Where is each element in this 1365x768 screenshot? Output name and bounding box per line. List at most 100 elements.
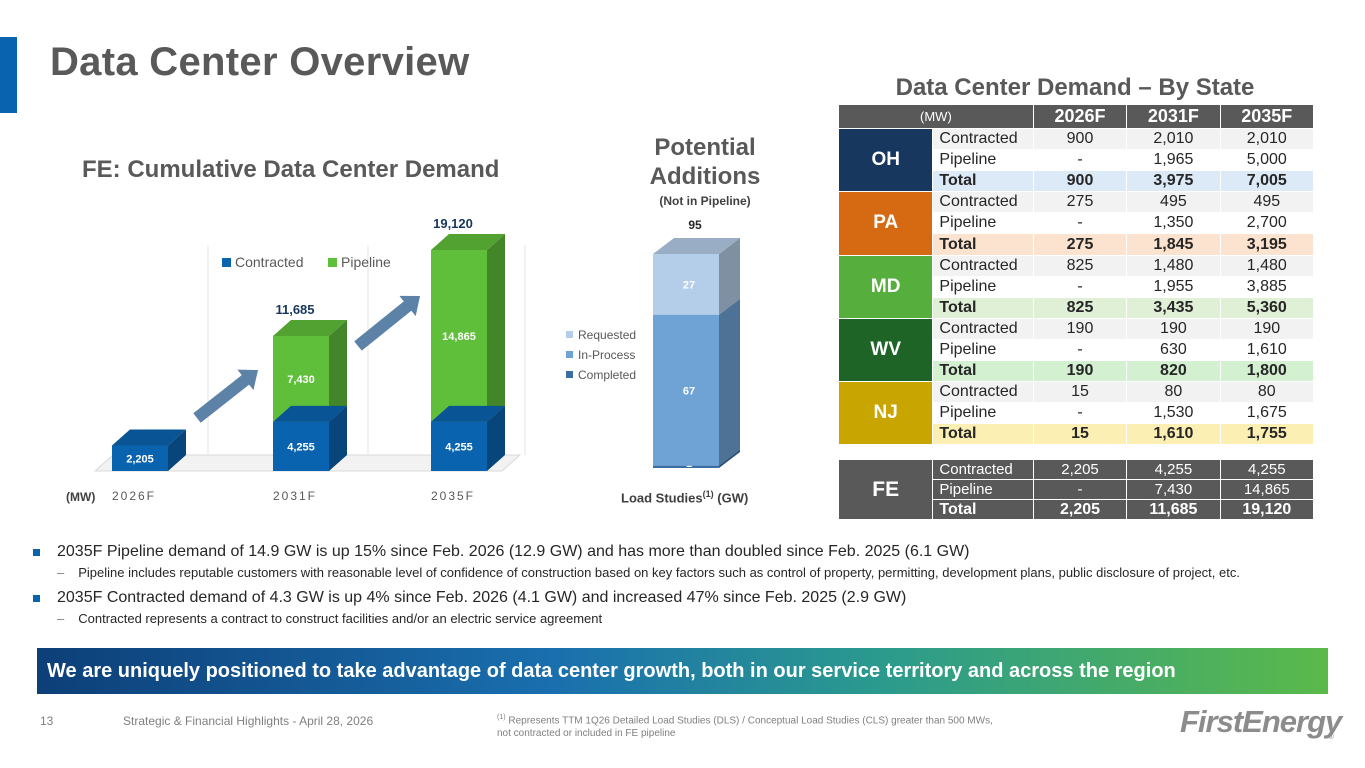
table-cell: 2,010 xyxy=(1126,127,1221,151)
row-label: Total xyxy=(932,360,1034,383)
growth-arrow-icon xyxy=(354,295,421,351)
bullet-item: 2035F Contracted demand of 4.3 GW is up … xyxy=(33,589,1353,607)
x-tick-label: 2031F xyxy=(273,489,317,503)
bar-contracted-top xyxy=(112,429,186,446)
table-row: Total 275 1,845 3,195 xyxy=(839,233,1315,256)
growth-arrow-icon xyxy=(193,369,258,423)
legend-swatch xyxy=(566,351,573,358)
state-demand-table: (MW) 2026F 2031F 2035F OH Contracted 900 2,… xyxy=(837,104,1315,446)
table-cell: 19,120 xyxy=(1219,499,1315,520)
legend-label-contracted: Contracted xyxy=(235,254,303,270)
table-cell: 825 xyxy=(1032,296,1128,319)
total-label: 11,685 xyxy=(275,302,314,317)
table-row: Pipeline -7,430 14,865 xyxy=(839,479,1315,500)
bar-segment-in-process-side xyxy=(719,298,740,466)
legend-label: In-Process xyxy=(578,348,635,362)
row-label: Contracted xyxy=(932,254,1034,277)
table-cell: 2,205 xyxy=(1032,459,1128,480)
legend-label: Requested xyxy=(578,328,636,342)
bar-pipeline xyxy=(431,234,505,422)
table-row: Pipeline -1,965 5,000 xyxy=(839,149,1315,172)
table-cell: - xyxy=(1032,212,1128,235)
state-label-pa: PA xyxy=(837,191,934,256)
footer-text: Strategic & Financial Highlights - April… xyxy=(123,714,374,728)
table-cell: 1,755 xyxy=(1219,423,1315,446)
table-cell: 1,480 xyxy=(1126,254,1221,277)
row-label: Contracted xyxy=(932,317,1034,340)
table-cell: 1,530 xyxy=(1126,402,1221,425)
row-label: Total xyxy=(932,423,1034,446)
x-tick-label: 2035F xyxy=(431,489,475,503)
bar-contracted-front xyxy=(112,445,168,471)
legend-label-pipeline: Pipeline xyxy=(341,254,391,270)
table-cell: 900 xyxy=(1032,170,1128,193)
table-cell: 820 xyxy=(1126,360,1221,383)
table-cell: 1,845 xyxy=(1126,233,1221,256)
table-row: NJ Contracted 15 80 80 xyxy=(837,381,1315,446)
footnote: (1) Represents TTM 1Q26 Detailed Load St… xyxy=(497,714,993,740)
table-cell: 3,435 xyxy=(1126,296,1221,319)
total-label: 19,120 xyxy=(433,216,473,231)
state-label-nj: NJ xyxy=(837,381,934,446)
row-label: Contracted xyxy=(932,381,1034,404)
table-cell: 630 xyxy=(1126,338,1221,362)
table-cell: - xyxy=(1032,275,1128,298)
table-cell: 4,255 xyxy=(1219,459,1315,480)
table-cell: 190 xyxy=(1032,360,1128,383)
table-cell: 3,195 xyxy=(1219,233,1315,256)
unit-header: (MW) xyxy=(838,104,1034,129)
table-row: Total 190 820 1,800 xyxy=(839,360,1315,383)
total-label: 95 xyxy=(688,218,702,232)
table-row: WV Contracted 190 190 190 xyxy=(837,317,1315,383)
bar-segment-completed-side xyxy=(719,449,740,468)
unit-label: (MW) xyxy=(66,490,95,504)
takeaway-banner: We are uniquely positioned to take advan… xyxy=(37,648,1328,694)
arrow-shape xyxy=(193,369,258,423)
state-table-title: Data Center Demand – By State xyxy=(895,74,1255,101)
sub-bullet-item: – Contracted represents a contract to con… xyxy=(57,611,603,626)
row-label: Total xyxy=(932,170,1034,193)
row-label: Pipeline xyxy=(932,212,1034,235)
table-cell: 900 xyxy=(1032,127,1128,151)
bar-segment-requested-front xyxy=(653,254,719,315)
table-row: Total 15 1,610 1,755 xyxy=(839,423,1315,446)
legend-swatch xyxy=(566,371,573,378)
col-header: 2031F xyxy=(1126,104,1221,129)
table-cell: 275 xyxy=(1032,191,1128,214)
dash-icon: – xyxy=(57,611,65,626)
table-row: Pipeline -630 1,610 xyxy=(839,338,1315,362)
table-row: PA Contracted 275 495 495 xyxy=(837,191,1315,256)
table-cell: 495 xyxy=(1126,191,1221,214)
table-row: OH Contracted 900 2,010 2,010 xyxy=(837,127,1315,193)
row-label: Contracted xyxy=(932,191,1034,214)
table-cell: 7,005 xyxy=(1219,170,1315,193)
bar-contracted-side xyxy=(487,405,505,471)
table-cell: 190 xyxy=(1032,317,1128,340)
fe-total-table: FE Contracted 2,205 4,255 4,255 Pipeline -7,43… xyxy=(837,459,1315,520)
state-label-md: MD xyxy=(837,254,934,319)
table-cell: - xyxy=(1032,402,1128,425)
table-cell: 7,430 xyxy=(1126,479,1221,500)
bullet-square-icon xyxy=(33,549,40,556)
bar-contracted-front xyxy=(431,421,487,471)
bar-contracted-top xyxy=(273,405,347,422)
table-cell: 15 xyxy=(1032,381,1128,404)
load-studies-label: Load Studies(1) (GW) xyxy=(621,489,749,506)
table-cell: - xyxy=(1032,149,1128,172)
sub-bullet-item: – Pipeline includes reputable customers w… xyxy=(57,565,1240,580)
col-header: 2035F xyxy=(1219,104,1315,129)
table-cell: 14,865 xyxy=(1219,479,1315,500)
row-label: Total xyxy=(932,499,1034,520)
row-label: Pipeline xyxy=(932,149,1034,172)
table-row: Total 825 3,435 5,360 xyxy=(839,296,1315,319)
table-cell: 4,255 xyxy=(1126,459,1221,480)
row-label: Total xyxy=(932,233,1034,256)
row-label: Pipeline xyxy=(932,338,1034,362)
data-label-pipeline: 7,430 xyxy=(287,374,315,386)
table-row: MD Contracted 825 1,480 1,480 xyxy=(837,254,1315,319)
table-cell: 3,975 xyxy=(1126,170,1221,193)
table-cell: 80 xyxy=(1126,381,1221,404)
bar-contracted-top xyxy=(431,405,505,422)
table-cell: 2,700 xyxy=(1219,212,1315,235)
